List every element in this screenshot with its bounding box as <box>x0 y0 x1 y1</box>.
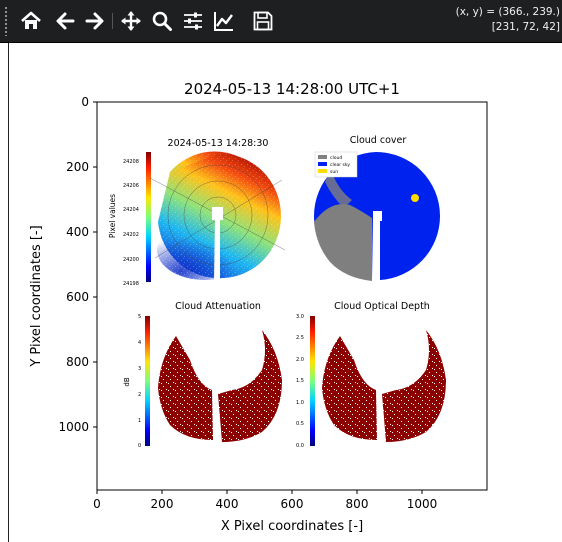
zoom-icon <box>152 11 172 31</box>
pixel-values-cbar-label: Pixel values <box>108 194 117 238</box>
x-tick-label: 1000 <box>407 497 438 511</box>
optical-depth-tick: 0.5 <box>296 421 304 427</box>
x-tick-label: 800 <box>346 497 369 511</box>
pixel-values-tick: 24198 <box>123 281 139 287</box>
figure-canvas[interactable]: 2024-05-13 14:28:00 UTC+1 2024-05-13 14:… <box>0 43 562 542</box>
legend-sun-label: sun <box>330 170 338 175</box>
back-icon <box>56 12 75 30</box>
cloud-cover-title: Cloud cover <box>350 135 407 146</box>
attenuation-tick: 0 <box>138 443 141 449</box>
coordinate-readout: (x, y) = (366., 239.) [231, 72, 42] <box>456 5 560 35</box>
embedded-image: 2024-05-13 14:28:30 24208 24206 24204 24… <box>108 135 446 449</box>
toolbar-separator <box>112 13 113 29</box>
optical-depth-title: Cloud Optical Depth <box>334 301 430 312</box>
attenuation-tick: 1 <box>138 418 141 424</box>
y-tick-label: 0 <box>81 95 89 109</box>
home-icon <box>21 11 41 29</box>
coord-rgb-text: [231, 72, 42] <box>491 21 560 33</box>
y-tick-label: 600 <box>66 290 89 304</box>
optical-depth-tick: 2.0 <box>296 357 304 363</box>
y-tick-label: 800 <box>66 355 89 369</box>
attenuation-tick: 5 <box>138 314 141 320</box>
optical-depth-tick: 0.0 <box>296 443 304 449</box>
x-tick-label: 600 <box>281 497 304 511</box>
attenuation-cloud-right <box>218 330 282 442</box>
y-tick-label: 1000 <box>58 420 89 434</box>
sun-shield-mask <box>212 207 223 220</box>
configure-subplots-icon <box>184 12 202 30</box>
y-axis-label: Y Pixel coordinates [-] <box>29 225 44 367</box>
y-axis: 0 200 400 600 800 1000 Y Pixel coordinat… <box>29 95 97 434</box>
coord-xy-text: (x, y) = (366., 239.) <box>455 6 560 18</box>
attenuation-tick: 4 <box>138 340 141 346</box>
configure-subplots-button[interactable] <box>182 10 204 32</box>
home-button[interactable] <box>20 10 42 32</box>
legend-clear-sky-label: clear sky <box>330 162 350 168</box>
y-tick-label: 200 <box>66 160 89 174</box>
pixel-values-panel: 2024-05-13 14:28:30 24208 24206 24204 24… <box>108 138 286 287</box>
attenuation-colorbar <box>145 316 150 446</box>
attenuation-cbar-label: dB <box>123 377 131 386</box>
window-left-border <box>8 43 9 542</box>
x-axis-label: X Pixel coordinates [-] <box>221 519 363 534</box>
optical-depth-tick: 1.0 <box>296 400 304 406</box>
optical-depth-panel: Cloud Optical Depth 3.0 2.5 2.0 1.5 1.0 … <box>296 301 446 449</box>
navigation-toolbar: (x, y) = (366., 239.) [231, 72, 42] <box>0 0 562 43</box>
cloud-cover-panel: Cloud cover cloud clear sky sun <box>313 135 441 282</box>
optical-depth-cloud-right <box>382 330 446 442</box>
pixel-values-title: 2024-05-13 14:28:30 <box>168 138 269 149</box>
cloud-region <box>314 204 372 281</box>
x-tick-label: 200 <box>151 497 174 511</box>
attenuation-tick: 2 <box>138 392 141 398</box>
back-button[interactable] <box>54 10 76 32</box>
optical-depth-tick: 3.0 <box>296 314 304 320</box>
x-tick-label: 0 <box>93 497 101 511</box>
optical-depth-cloud-left <box>322 336 377 440</box>
edit-axis-button[interactable] <box>213 10 235 32</box>
attenuation-tick: 3 <box>138 366 141 372</box>
sun-marker <box>411 194 419 202</box>
attenuation-panel: Cloud Attenuation 5 4 3 2 1 0 dB <box>123 301 282 449</box>
pixel-values-tick: 24208 <box>123 159 139 165</box>
pixel-values-tick: 24200 <box>123 257 139 263</box>
pixel-values-tick: 24206 <box>123 183 139 189</box>
pan-icon <box>121 11 141 31</box>
attenuation-cloud-left <box>158 336 213 440</box>
optical-depth-tick: 1.5 <box>296 378 304 384</box>
axes-frame <box>96 101 488 491</box>
optical-depth-tick: 2.5 <box>296 335 304 341</box>
forward-icon <box>85 12 104 30</box>
save-button[interactable] <box>252 10 274 32</box>
edit-axis-icon <box>214 12 233 31</box>
pixel-values-colorbar <box>146 152 151 282</box>
pixel-values-tick: 24204 <box>123 207 139 213</box>
forward-button[interactable] <box>84 10 106 32</box>
x-axis: 0 200 400 600 800 1000 X Pixel coordinat… <box>93 490 437 534</box>
toolbar-grip[interactable] <box>4 6 8 36</box>
attenuation-title: Cloud Attenuation <box>175 301 261 312</box>
legend-cloud-label: cloud <box>330 155 342 161</box>
zoom-button[interactable] <box>151 10 173 32</box>
figure-title: 2024-05-13 14:28:00 UTC+1 <box>184 80 400 98</box>
y-tick-label: 400 <box>66 225 89 239</box>
pan-button[interactable] <box>120 10 142 32</box>
figure-svg: 2024-05-13 14:28:00 UTC+1 2024-05-13 14:… <box>29 80 488 534</box>
optical-depth-colorbar <box>310 316 315 446</box>
pixel-values-tick: 24202 <box>123 232 139 238</box>
clear-sky-region <box>376 152 441 280</box>
save-icon <box>253 11 273 31</box>
x-tick-label: 400 <box>216 497 239 511</box>
